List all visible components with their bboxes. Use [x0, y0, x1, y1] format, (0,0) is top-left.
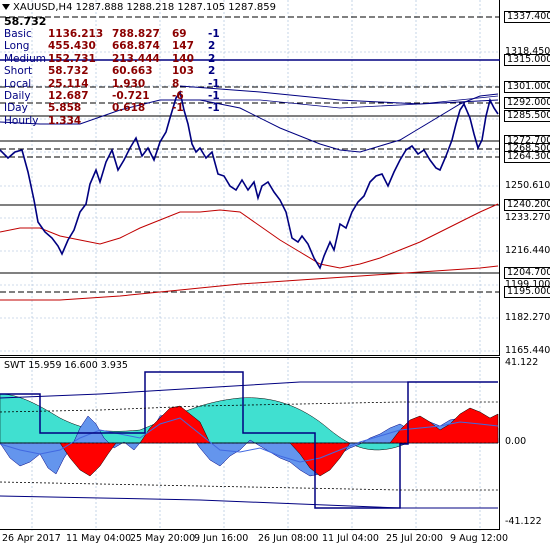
- stats-value: -0.721: [112, 89, 150, 102]
- price-level-tag: 1285.500: [504, 110, 550, 122]
- oscillator-signal-line: [0, 417, 499, 463]
- horizontal-levels: [0, 16, 500, 293]
- stats-value: 668.874: [112, 40, 160, 53]
- price-level-tag: 1204.700: [504, 267, 550, 279]
- trend-line-upper: [179, 85, 499, 105]
- oscillator-title: SWT 15.959 16.600 3.935: [4, 360, 128, 371]
- price-level-tag: 1315.000: [504, 54, 550, 66]
- stats-value: 103: [172, 65, 194, 78]
- oscillator-canvas[interactable]: [0, 358, 500, 531]
- chart-title: XAUUSD,H4 1287.888 1288.218 1287.105 128…: [2, 2, 276, 13]
- stats-value: 213.444: [112, 52, 160, 65]
- price-scale-label: 1250.610: [505, 180, 550, 191]
- price-scale-label: 1165.440: [505, 345, 550, 356]
- moving-average-red-lower: [0, 203, 499, 269]
- osc-scale-label: -41.122: [505, 516, 542, 527]
- grid-lines: [0, 0, 500, 356]
- stats-value: 152.731: [48, 52, 96, 65]
- stats-value: 1.930: [112, 77, 146, 90]
- stats-value: 2: [208, 40, 216, 53]
- stats-value: 0.618: [112, 102, 146, 115]
- trend-line-middle: [180, 95, 499, 109]
- stats-label: IDay: [4, 102, 28, 115]
- stats-value: 140: [172, 52, 194, 65]
- price-scale-label: 1182.270: [505, 312, 550, 323]
- price-level-tag: 1301.000: [504, 81, 550, 93]
- price-scale-label: 1233.270: [505, 212, 550, 223]
- stats-value: 8: [172, 77, 180, 90]
- stats-label: Hourly: [4, 114, 39, 127]
- symbol-info: XAUUSD,H4 1287.888 1288.218 1287.105 128…: [13, 2, 277, 13]
- stats-value: 2: [208, 52, 216, 65]
- dropdown-arrow-icon[interactable]: [2, 4, 10, 10]
- main-price-chart[interactable]: XAUUSD,H4 1287.888 1288.218 1287.105 128…: [0, 0, 500, 356]
- oscillator-lower-dashed: [0, 481, 498, 491]
- stats-value: 2: [208, 65, 216, 78]
- time-axis[interactable]: 26 Apr 2017 11 May 04:00 25 May 20:00 9 Jun…: [0, 530, 508, 550]
- stats-label: Local: [4, 77, 32, 90]
- price-level-tag: 1264.300: [504, 151, 550, 163]
- current-indicator-value: 58.732: [4, 15, 47, 28]
- stats-label: Short: [4, 65, 33, 78]
- oscillator-red-area: [0, 405, 499, 477]
- oscillator-upper-band: [0, 381, 498, 399]
- stats-label: Long: [4, 40, 30, 53]
- stats-value: 1136.213: [48, 28, 104, 40]
- price-level-tag: 1195.000: [504, 286, 550, 298]
- stats-label: Daily: [4, 89, 31, 102]
- stats-value: -1: [208, 102, 220, 115]
- time-axis-label: 9 Jun 16:00: [194, 533, 249, 544]
- stats-value: 1.334: [48, 114, 82, 127]
- stats-value: -1: [208, 89, 220, 102]
- time-axis-label: 11 Jul 04:00: [322, 533, 379, 544]
- stats-value: 60.663: [112, 65, 153, 78]
- stats-label: Medium: [4, 52, 46, 65]
- oscillator-grid: [31, 358, 481, 531]
- price-scale-label: 1216.440: [505, 245, 550, 256]
- price-level-tag: 1240.200: [504, 199, 550, 211]
- price-scale-label: 1199.100: [505, 279, 550, 290]
- oscillator-chart[interactable]: SWT 15.959 16.600 3.935: [0, 357, 500, 531]
- price-scale-label: 1318.450: [505, 46, 550, 57]
- trend-lines: [179, 85, 499, 109]
- stats-value: -6: [172, 89, 184, 102]
- time-axis-label: 25 Jul 20:00: [386, 533, 443, 544]
- stats-value: -1: [172, 102, 184, 115]
- time-axis-label: 26 Apr 2017: [2, 533, 61, 544]
- stats-value: 5.858: [48, 102, 82, 115]
- time-axis-label: 26 Jun 08:00: [258, 533, 319, 544]
- moving-average-red-long: [0, 265, 499, 301]
- stats-value: 455.430: [48, 40, 96, 53]
- moving-average-blue: [0, 93, 499, 153]
- stats-label: Basic: [4, 28, 32, 40]
- oscillator-lower-band: [0, 495, 498, 509]
- stats-value: -1: [208, 77, 220, 90]
- stats-value: -1: [208, 28, 220, 40]
- time-axis-label: 25 May 20:00: [130, 533, 196, 544]
- price-series-line: [0, 89, 499, 270]
- stats-value: 12.687: [48, 89, 89, 102]
- price-scale[interactable]: 1318.450 1250.610 1233.270 1216.440 1199.100…: [500, 0, 550, 356]
- stats-value: 25.114: [48, 77, 89, 90]
- oscillator-step-line: [0, 371, 498, 509]
- time-axis-label: 9 Aug 12:00: [450, 533, 509, 544]
- stats-value: 58.732: [48, 65, 89, 78]
- time-axis-label: 11 May 04:00: [66, 533, 132, 544]
- price-chart-canvas[interactable]: [0, 0, 500, 356]
- osc-scale-label: 0.00: [505, 436, 527, 447]
- osc-scale-label: 41.122: [505, 357, 539, 368]
- price-level-tag: 1292.000: [504, 97, 550, 109]
- stats-value: 69: [172, 28, 187, 40]
- oscillator-upper-dashed: [0, 401, 498, 413]
- price-level-tag: 1337.400: [504, 11, 550, 23]
- stats-value: 147: [172, 40, 194, 53]
- oscillator-scale[interactable]: 41.122 0.00 -41.122: [500, 357, 550, 530]
- stats-value: 788.827: [112, 28, 160, 40]
